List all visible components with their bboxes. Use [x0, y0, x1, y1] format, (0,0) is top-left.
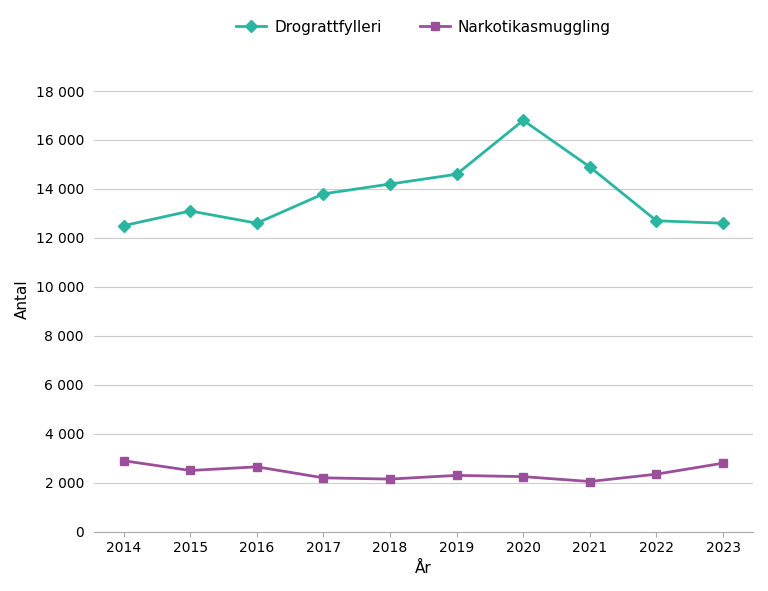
Narkotikasmuggling	[518, 473, 528, 480]
Drograttfylleri	[452, 171, 462, 178]
X-axis label: År: År	[415, 561, 432, 576]
Narkotikasmuggling	[119, 457, 128, 465]
Y-axis label: Antal: Antal	[15, 280, 30, 319]
Drograttfylleri	[518, 117, 528, 124]
Drograttfylleri	[585, 163, 594, 170]
Line: Narkotikasmuggling: Narkotikasmuggling	[120, 456, 727, 486]
Narkotikasmuggling	[386, 476, 395, 483]
Drograttfylleri	[652, 217, 661, 225]
Narkotikasmuggling	[585, 478, 594, 485]
Drograttfylleri	[186, 207, 195, 215]
Narkotikasmuggling	[252, 463, 261, 470]
Drograttfylleri	[718, 220, 727, 227]
Narkotikasmuggling	[652, 470, 661, 478]
Drograttfylleri	[252, 220, 261, 227]
Drograttfylleri	[119, 222, 128, 229]
Narkotikasmuggling	[186, 467, 195, 474]
Narkotikasmuggling	[319, 475, 328, 482]
Drograttfylleri	[386, 180, 395, 187]
Drograttfylleri	[319, 190, 328, 197]
Legend: Drograttfylleri, Narkotikasmuggling: Drograttfylleri, Narkotikasmuggling	[230, 14, 617, 41]
Narkotikasmuggling	[718, 460, 727, 467]
Narkotikasmuggling	[452, 472, 462, 479]
Line: Drograttfylleri: Drograttfylleri	[120, 116, 727, 230]
